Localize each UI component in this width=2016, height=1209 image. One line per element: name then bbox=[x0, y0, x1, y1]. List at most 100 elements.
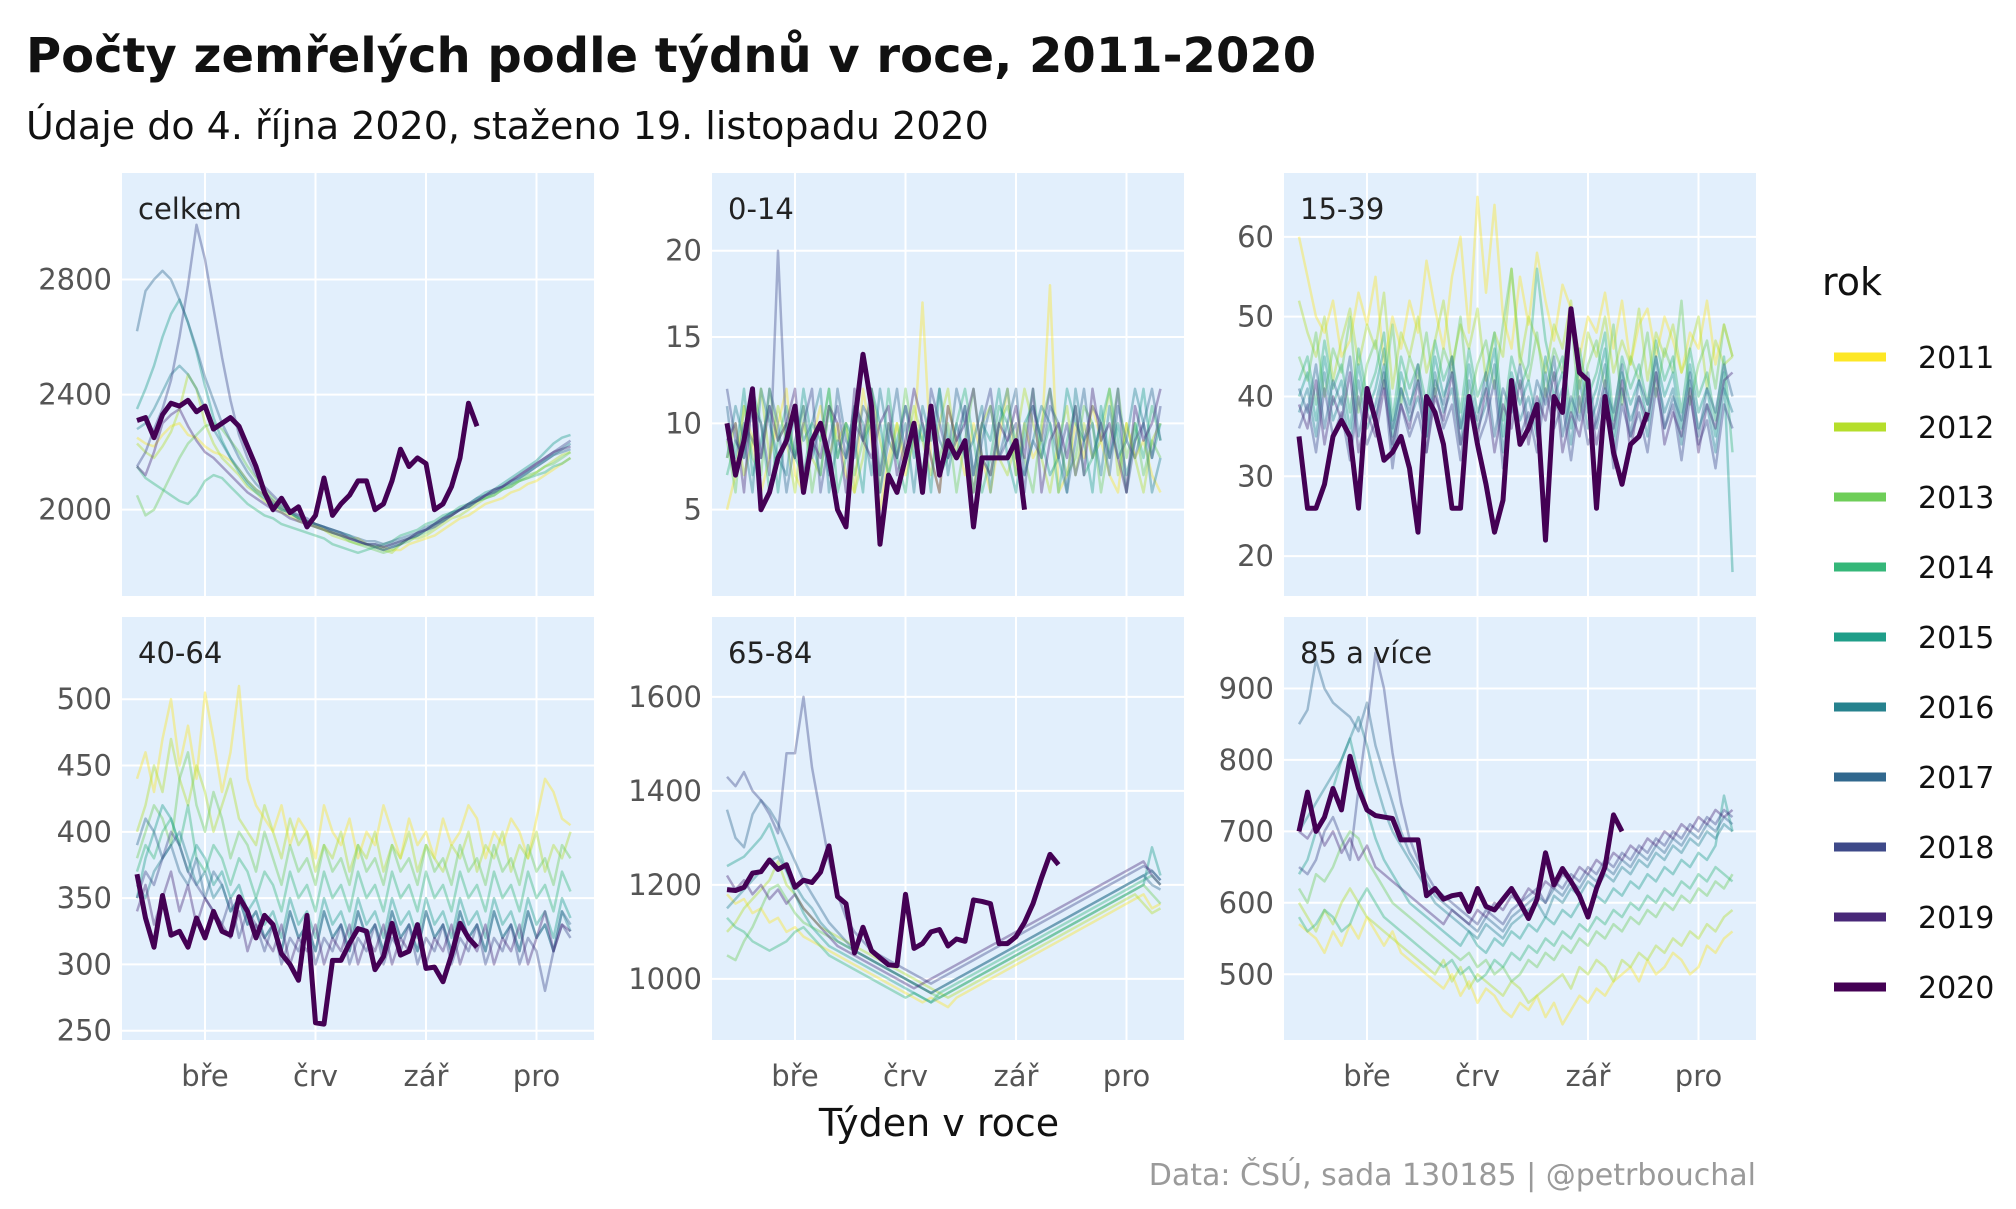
panel-background bbox=[1284, 173, 1756, 596]
series-line-2013 bbox=[1297, 830, 1734, 983]
series-line-2017 bbox=[725, 799, 1162, 995]
x-tick-label: bře bbox=[181, 1059, 229, 1093]
y-tick-label: 800 bbox=[1219, 743, 1274, 777]
x-tick-label: zář bbox=[404, 1059, 450, 1093]
x-tick-label: bře bbox=[1343, 1059, 1391, 1093]
panel-0-14: 5 10 15 20 0-14 bbox=[665, 173, 1184, 596]
legend-title: rok bbox=[1822, 260, 1882, 304]
panel-40-64: 250 300 350 400 450 500 40-64 bře črv zář pro bbox=[57, 617, 594, 1093]
panel-label: 0-14 bbox=[728, 192, 794, 226]
y-tick-label: 30 bbox=[1237, 459, 1274, 493]
series-line-2014 bbox=[1297, 865, 1734, 983]
x-tick-label: zář bbox=[1566, 1059, 1612, 1093]
legend-label-2016: 2016 bbox=[1918, 691, 1994, 726]
series-line-2020 bbox=[136, 397, 480, 530]
y-tick-label: 20 bbox=[665, 234, 702, 268]
series-line-2012 bbox=[1297, 887, 1734, 1005]
y-tick-label: 20 bbox=[1237, 539, 1274, 573]
y-tick-label: 2400 bbox=[38, 378, 112, 412]
y-tick-label: 450 bbox=[57, 749, 112, 783]
y-tick-label: 300 bbox=[57, 947, 112, 981]
series-line-2013 bbox=[726, 883, 1162, 999]
panel-label: 15-39 bbox=[1300, 192, 1384, 226]
panel-label: 40-64 bbox=[138, 636, 222, 670]
series-line-2012 bbox=[136, 373, 571, 555]
series-line-2018 bbox=[135, 223, 572, 552]
series-line-2020 bbox=[1296, 753, 1625, 921]
series-line-2011 bbox=[136, 422, 572, 552]
series-line-2015 bbox=[135, 804, 572, 940]
series-line-2015 bbox=[1297, 737, 1734, 955]
x-axis-title: Týden v roce bbox=[818, 1101, 1059, 1145]
y-tick-label: 1000 bbox=[628, 962, 702, 996]
panel-celkem: 2000 2400 2800 celkem bbox=[38, 173, 594, 596]
y-tick-label: 250 bbox=[57, 1014, 112, 1048]
y-tick-label: 10 bbox=[665, 406, 702, 440]
y-tick-label: 2800 bbox=[38, 262, 112, 296]
series-line-2017 bbox=[135, 269, 571, 546]
series-line-2019 bbox=[135, 870, 572, 966]
series-line-2014 bbox=[135, 804, 572, 913]
series-line-2019 bbox=[725, 860, 1162, 990]
series-line-2016 bbox=[1297, 715, 1734, 940]
y-tick-label: 15 bbox=[665, 320, 702, 354]
series-line-2012 bbox=[1297, 267, 1734, 390]
y-tick-label: 1400 bbox=[628, 774, 702, 808]
series-line-2015 bbox=[725, 387, 1162, 494]
legend-label-2011: 2011 bbox=[1918, 341, 1994, 376]
panel-background bbox=[712, 173, 1184, 596]
y-tick-label: 500 bbox=[1219, 957, 1274, 991]
series-line-2020 bbox=[726, 843, 1061, 969]
panel-label: celkem bbox=[138, 192, 242, 226]
series-line-2011 bbox=[1298, 915, 1734, 1026]
x-tick-label: črv bbox=[883, 1059, 928, 1093]
series-line-2014 bbox=[1297, 267, 1734, 453]
legend-label-2012: 2012 bbox=[1918, 411, 1994, 446]
y-tick-label: 1600 bbox=[628, 680, 702, 714]
panel-background bbox=[122, 617, 594, 1040]
series-line-2011 bbox=[726, 893, 1162, 1009]
series-line-2017 bbox=[1297, 658, 1734, 933]
series-line-2020 bbox=[1296, 306, 1650, 543]
legend: rok 2011 2012 2013 2014 2015 2016 2017 2018 2019 2… bbox=[1822, 260, 1994, 1006]
panel-label: 85 a více bbox=[1300, 636, 1432, 670]
legend-label-2014: 2014 bbox=[1918, 551, 1994, 586]
y-tick-label: 50 bbox=[1237, 300, 1274, 334]
y-tick-label: 2000 bbox=[38, 493, 112, 527]
series-line-2014 bbox=[726, 874, 1162, 1004]
chart-title: Počty zemřelých podle týdnů v roce, 2011… bbox=[26, 28, 1317, 84]
series-line-2013 bbox=[1297, 267, 1734, 414]
series-line-2018 bbox=[135, 830, 572, 993]
panel-65-84: 1000 1200 1400 1600 65-84 bře črv zář pro bbox=[628, 617, 1184, 1093]
y-tick-label: 400 bbox=[57, 815, 112, 849]
y-tick-label: 700 bbox=[1219, 814, 1274, 848]
panel-85-a-více: 500 600 700 800 900 85 a více bře črv zář pro bbox=[1219, 617, 1756, 1093]
y-tick-label: 1200 bbox=[628, 868, 702, 902]
legend-label-2020: 2020 bbox=[1918, 971, 1994, 1006]
series-line-2018 bbox=[1298, 651, 1734, 926]
y-tick-label: 60 bbox=[1237, 220, 1274, 254]
legend-label-2017: 2017 bbox=[1918, 761, 1994, 796]
panel-15-39: 20 30 40 50 60 15-39 bbox=[1237, 173, 1756, 596]
y-tick-label: 500 bbox=[57, 682, 112, 716]
x-tick-label: pro bbox=[1103, 1059, 1150, 1093]
y-tick-label: 40 bbox=[1237, 379, 1274, 413]
series-line-2015 bbox=[135, 298, 571, 552]
x-tick-label: črv bbox=[1455, 1059, 1500, 1093]
legend-label-2018: 2018 bbox=[1918, 831, 1994, 866]
x-tick-label: zář bbox=[994, 1059, 1040, 1093]
series-line-2012 bbox=[726, 860, 1162, 999]
panel-background bbox=[712, 617, 1184, 1040]
y-tick-label: 600 bbox=[1219, 886, 1274, 920]
series-line-2020 bbox=[724, 351, 1027, 547]
chart-subtitle: Údaje do 4. října 2020, staženo 19. list… bbox=[26, 104, 989, 148]
y-tick-label: 900 bbox=[1219, 671, 1274, 705]
panel-background bbox=[122, 173, 594, 596]
series-line-2012 bbox=[135, 737, 572, 873]
series-line-2013 bbox=[135, 751, 572, 887]
x-tick-label: bře bbox=[771, 1059, 819, 1093]
series-line-2011 bbox=[1297, 195, 1734, 374]
series-line-2020 bbox=[134, 873, 479, 1027]
x-tick-label: črv bbox=[293, 1059, 338, 1093]
